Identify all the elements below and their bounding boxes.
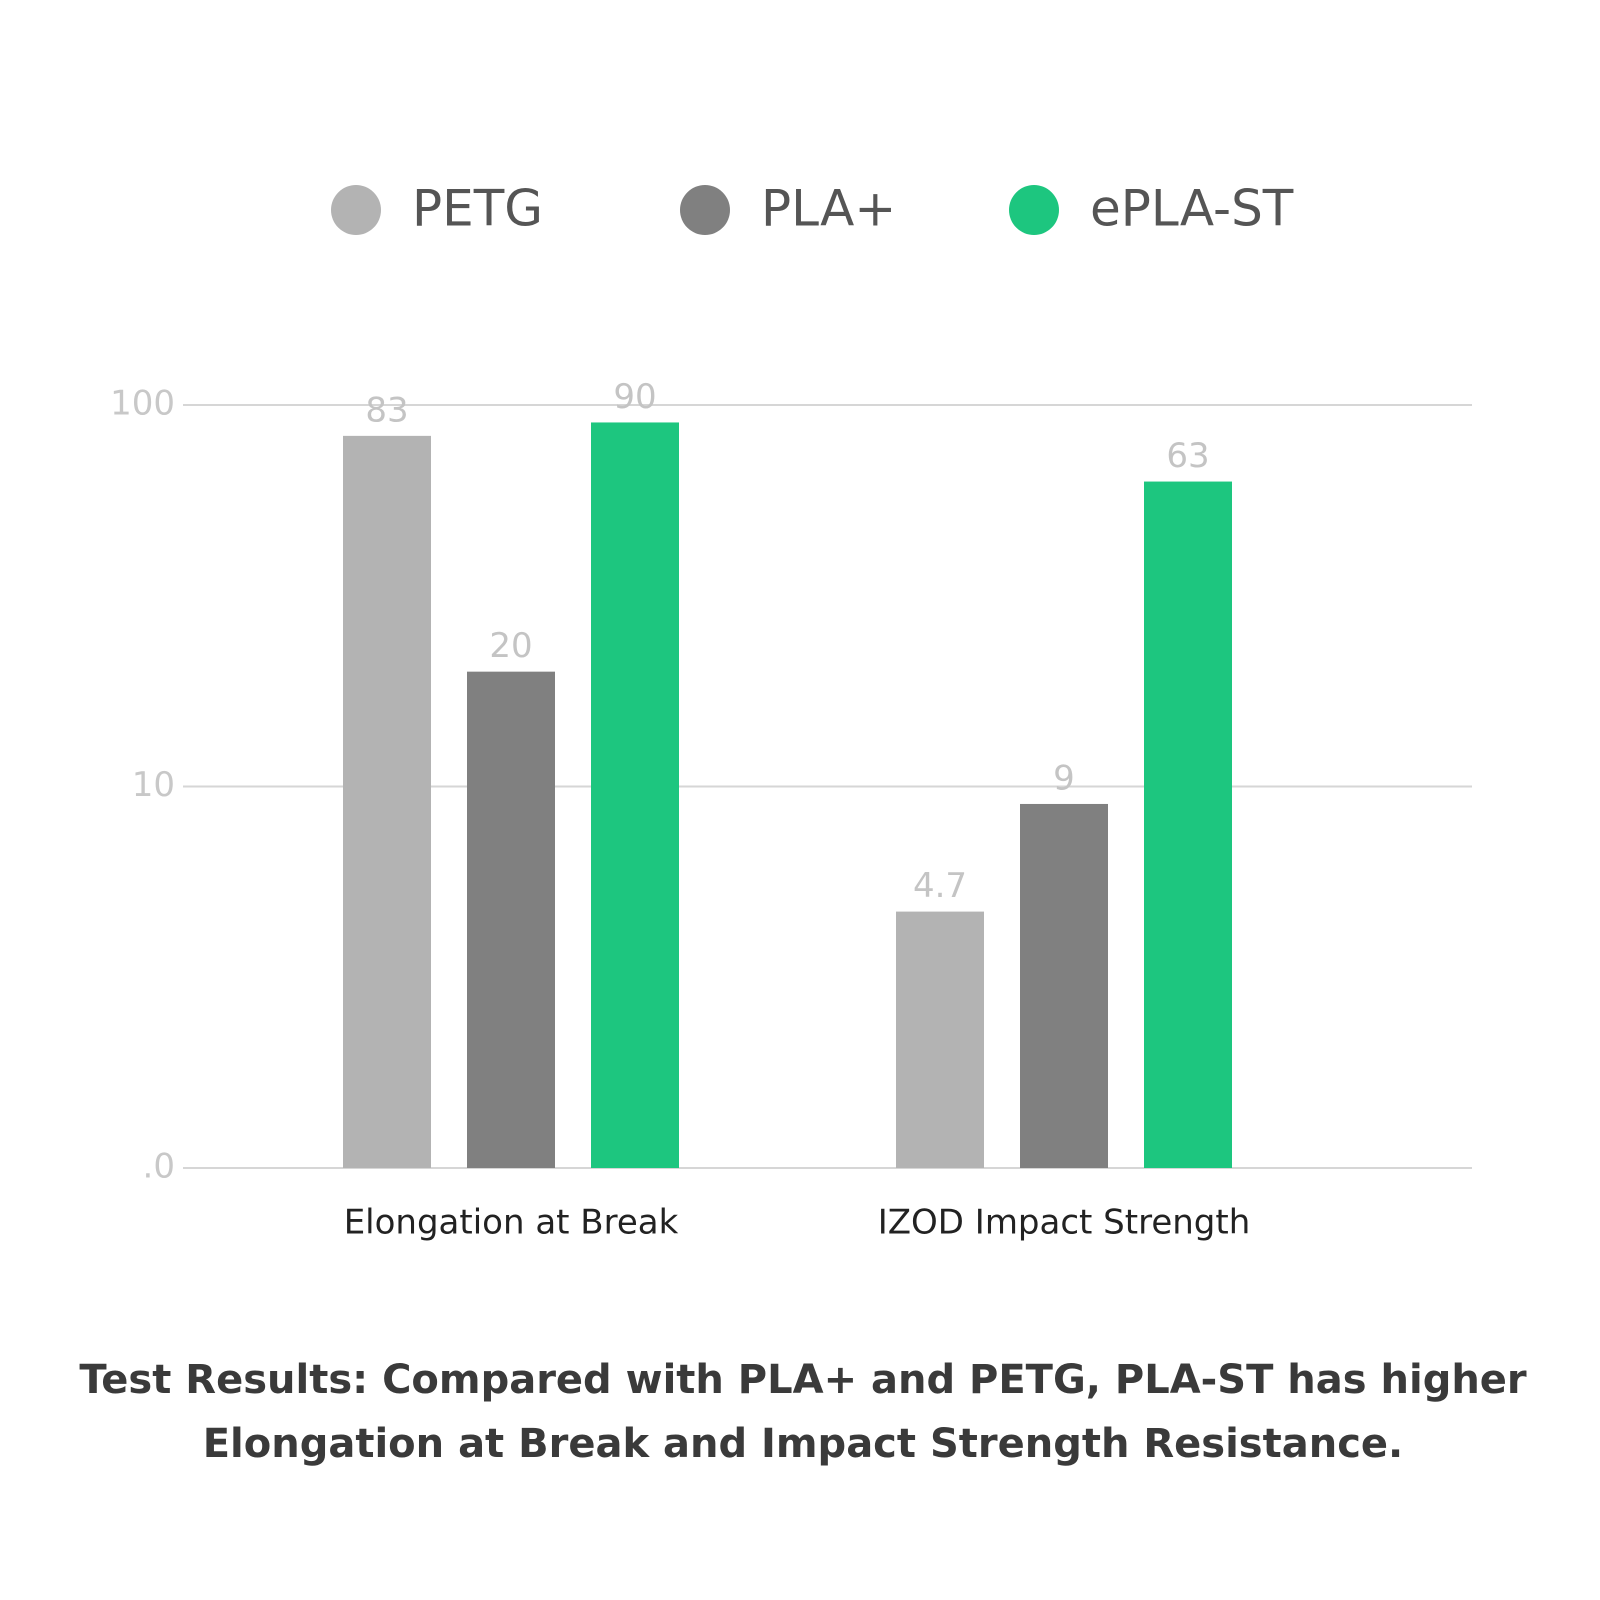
value-label: 20: [489, 626, 532, 666]
y-tick-label: 100: [110, 384, 175, 424]
bar: [1020, 803, 1108, 1168]
legend-swatch: [1009, 185, 1059, 235]
bar: [1144, 481, 1232, 1168]
legend-swatch: [680, 185, 730, 235]
bar: [896, 911, 984, 1168]
value-label: 4.7: [913, 866, 967, 906]
footnote-line: Elongation at Break and Impact Strength …: [203, 1421, 1404, 1467]
footnote-line: Test Results: Compared with PLA+ and PET…: [79, 1357, 1527, 1403]
y-tick-label: .0: [143, 1147, 175, 1187]
bar: [591, 422, 679, 1168]
x-tick-label: Elongation at Break: [344, 1203, 679, 1243]
x-tick-label: IZOD Impact Strength: [878, 1203, 1251, 1243]
legend-swatch: [331, 185, 381, 235]
value-label: 90: [613, 377, 656, 417]
y-tick-label: 10: [132, 765, 175, 805]
legend-label: PETG: [412, 180, 543, 238]
bar: [343, 435, 431, 1168]
legend-label: ePLA-ST: [1090, 180, 1294, 238]
legend-label: PLA+: [761, 180, 896, 238]
value-label: 83: [365, 390, 408, 430]
value-label: 9: [1053, 758, 1075, 798]
bar: [467, 671, 555, 1168]
value-label: 63: [1166, 436, 1209, 476]
